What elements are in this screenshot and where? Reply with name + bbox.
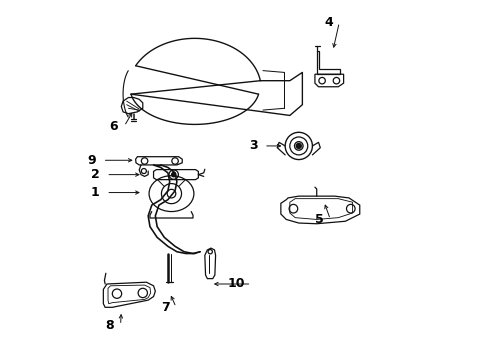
Circle shape bbox=[296, 143, 301, 148]
Text: 7: 7 bbox=[161, 301, 170, 314]
Text: 5: 5 bbox=[315, 213, 324, 226]
Text: 2: 2 bbox=[91, 168, 100, 181]
Text: 9: 9 bbox=[88, 154, 96, 167]
Circle shape bbox=[294, 141, 303, 150]
Text: 8: 8 bbox=[105, 319, 114, 332]
Text: 6: 6 bbox=[109, 120, 118, 133]
Text: 10: 10 bbox=[227, 278, 245, 291]
Text: 3: 3 bbox=[249, 139, 258, 152]
Text: 1: 1 bbox=[91, 186, 100, 199]
Circle shape bbox=[172, 172, 176, 177]
Text: 4: 4 bbox=[324, 16, 333, 29]
